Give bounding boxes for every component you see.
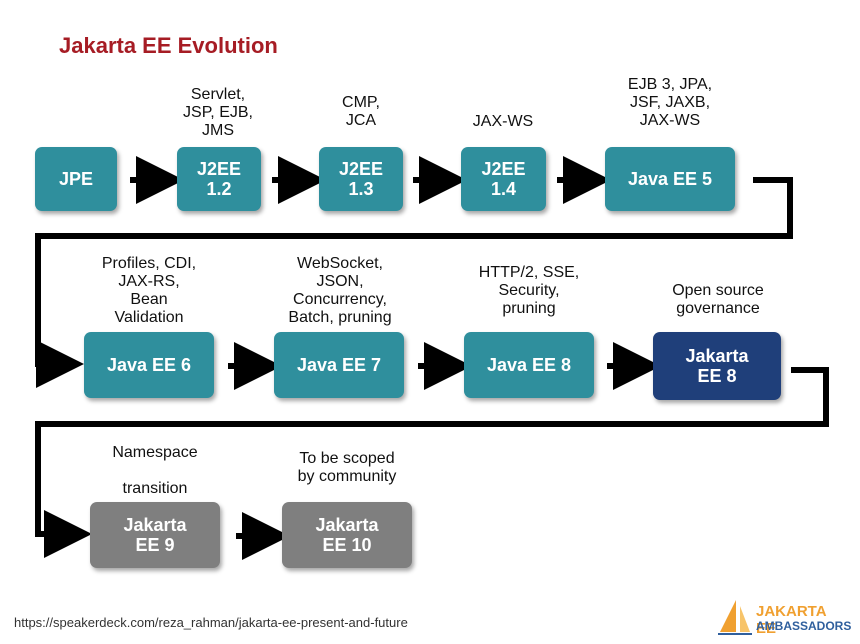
version-box-java-ee-6: Java EE 6 [84, 332, 214, 398]
logo-line-2: AMBASSADORS [756, 619, 852, 633]
features-label-j2ee-1-2: Servlet, JSP, EJB, JMS [183, 86, 253, 139]
version-box-java-ee-5: Java EE 5 [605, 147, 735, 211]
source-url: https://speakerdeck.com/reza_rahman/jaka… [14, 615, 408, 630]
wrap-connector-2 [35, 367, 829, 558]
slide: Jakarta EE Evolution JPE J2EE 1.2 J2EE 1… [35, 33, 829, 568]
features-label-java-ee-8: HTTP/2, SSE, Security, pruning [478, 264, 580, 317]
connector-layer [35, 156, 829, 560]
slide-title: Jakarta EE Evolution [59, 33, 278, 58]
features-label-jakarta-ee-9: Namespace transition [112, 444, 198, 497]
features-label-jakarta-ee-8: Open source governance [672, 282, 764, 317]
logo-line-1: JAKARTA EE [756, 603, 826, 637]
version-box-java-ee-8: Java EE 8 [464, 332, 594, 398]
sailboat-icon [718, 600, 752, 635]
features-label-java-ee-6: Profiles, CDI, JAX-RS, Bean Validation [101, 255, 197, 326]
features-label-j2ee-1-3: CMP, JCA [342, 94, 380, 129]
jakarta-ee-ambassadors-logo: JAKARTA EE AMBASSADORS [716, 598, 851, 638]
version-box-jakarta-ee-8: Jakarta EE 8 [653, 332, 781, 400]
wrap-connector-1 [35, 177, 793, 388]
features-label-jakarta-ee-10: To be scoped by community [297, 450, 397, 485]
version-box-jakarta-ee-9: Jakarta EE 9 [90, 502, 220, 568]
features-label-java-ee-5: EJB 3, JPA, JSF, JAXB, JAX-WS [627, 76, 713, 129]
version-box-jakarta-ee-10: Jakarta EE 10 [282, 502, 412, 568]
version-box-java-ee-7: Java EE 7 [274, 332, 404, 398]
version-box-j2ee-1-4: J2EE 1.4 [461, 147, 546, 211]
features-label-j2ee-1-4: JAX-WS [472, 113, 534, 130]
version-box-j2ee-1-3: J2EE 1.3 [319, 147, 403, 211]
features-label-java-ee-7: WebSocket, JSON, Concurrency, Batch, pru… [288, 255, 392, 326]
version-box-j2ee-1-2: J2EE 1.2 [177, 147, 261, 211]
version-box-jpe: JPE [35, 147, 117, 211]
